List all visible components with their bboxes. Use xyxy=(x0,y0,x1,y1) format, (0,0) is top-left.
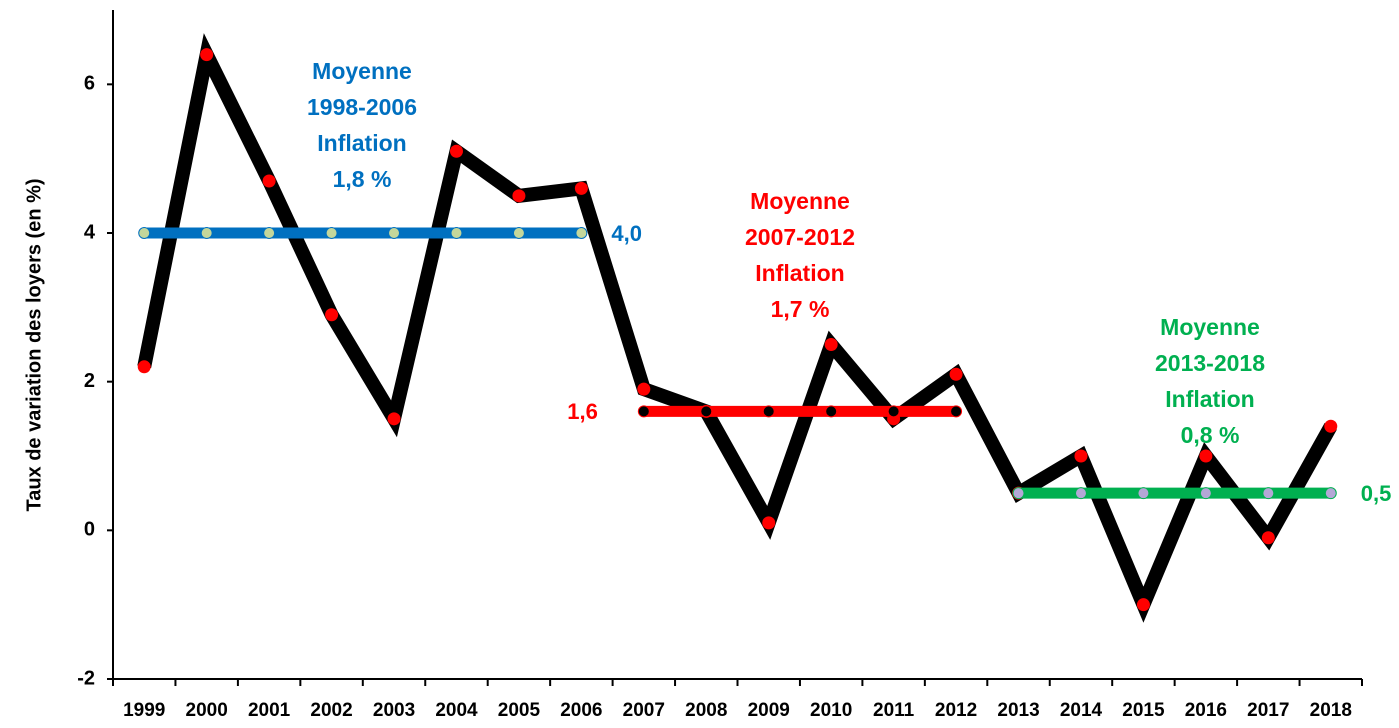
annotation: 2013-2018 xyxy=(1155,350,1265,376)
average-point xyxy=(700,405,713,418)
annotation: Inflation xyxy=(1165,386,1254,412)
data-line xyxy=(137,33,1337,623)
x-tick-label: 2002 xyxy=(310,700,352,721)
y-tick-label: 4 xyxy=(84,221,96,243)
x-tick-label: 2014 xyxy=(1060,700,1103,721)
y-tick-label: 0 xyxy=(84,519,95,541)
x-tick-label: 2015 xyxy=(1122,700,1165,721)
average-point xyxy=(825,405,838,418)
x-tick-label: 2011 xyxy=(873,700,915,721)
average-point xyxy=(1074,487,1087,500)
x-tick-label: 2006 xyxy=(560,700,602,721)
average-point xyxy=(950,405,963,418)
data-point xyxy=(262,174,276,188)
x-tick-label: 1999 xyxy=(123,700,165,721)
y-tick-label: -2 xyxy=(77,667,95,689)
data-point xyxy=(637,382,651,396)
data-point xyxy=(574,181,588,195)
y-tick-label: 6 xyxy=(84,73,95,95)
average-point xyxy=(637,405,650,418)
average-point xyxy=(887,405,900,418)
average-point xyxy=(762,405,775,418)
average-point xyxy=(325,227,338,239)
data-point xyxy=(1136,598,1150,612)
x-tick-label: 2007 xyxy=(623,700,665,721)
annotation: Moyenne xyxy=(750,188,850,214)
annotation: 1998-2006 xyxy=(307,94,417,120)
data-point xyxy=(449,144,463,158)
x-tick-label: 2001 xyxy=(248,700,291,721)
average-point xyxy=(1324,487,1337,500)
x-tick-label: 2017 xyxy=(1247,700,1289,721)
average-point xyxy=(575,227,588,239)
data-point xyxy=(1199,449,1213,463)
average-point xyxy=(450,227,463,239)
data-point xyxy=(512,189,526,203)
data-point xyxy=(387,412,401,426)
data-point xyxy=(824,338,838,351)
average-label: 1,6 xyxy=(567,399,598,424)
average-label: 0,5 xyxy=(1361,481,1392,506)
average-point xyxy=(1262,487,1275,500)
x-tick-label: 2013 xyxy=(997,700,1039,721)
average-point xyxy=(512,227,525,239)
data-point xyxy=(1324,419,1338,433)
x-tick-label: 2018 xyxy=(1310,700,1352,721)
average-point xyxy=(1137,487,1150,500)
x-tick-label: 2009 xyxy=(748,700,790,721)
annotation: 1,8 % xyxy=(333,166,392,192)
annotation: Inflation xyxy=(317,130,406,156)
average-label: 4,0 xyxy=(611,221,642,246)
average-point xyxy=(1012,487,1025,500)
x-tick-label: 2004 xyxy=(435,700,478,721)
data-point xyxy=(949,367,963,381)
data-point xyxy=(1074,449,1088,463)
x-tick-label: 2012 xyxy=(935,700,977,721)
data-point xyxy=(200,48,214,62)
y-tick-label: 2 xyxy=(84,370,95,392)
data-point xyxy=(137,360,151,374)
annotation: Inflation xyxy=(755,260,844,286)
average-point xyxy=(1199,487,1212,500)
data-point xyxy=(762,516,776,530)
average-point xyxy=(138,227,151,239)
data-point xyxy=(1261,531,1275,545)
annotation: Moyenne xyxy=(1160,314,1260,340)
average-point xyxy=(263,227,276,239)
annotation: 1,7 % xyxy=(771,296,830,322)
annotation: 0,8 % xyxy=(1181,422,1240,448)
x-tick-label: 2005 xyxy=(498,700,541,721)
x-tick-label: 2003 xyxy=(373,700,415,721)
annotation: Moyenne xyxy=(312,58,412,84)
average-point xyxy=(200,227,213,239)
x-tick-label: 2016 xyxy=(1185,700,1227,721)
annotation: 2007-2012 xyxy=(745,224,855,250)
x-tick-label: 2000 xyxy=(186,700,228,721)
data-point xyxy=(325,308,339,322)
x-tick-label: 2008 xyxy=(685,700,727,721)
y-axis-label: Taux de variation des loyers (en %) xyxy=(23,178,45,511)
average-point xyxy=(388,227,401,239)
x-tick-label: 2010 xyxy=(810,700,852,721)
